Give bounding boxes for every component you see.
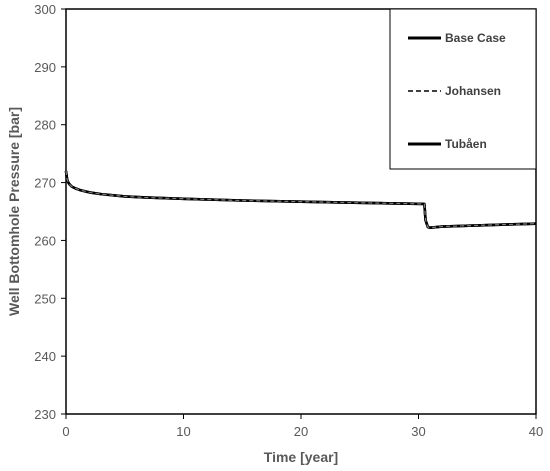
legend-items: Base Case Johansen Tubåen xyxy=(408,31,506,151)
y-tick-label: 290 xyxy=(34,60,56,75)
x-tick-label: 30 xyxy=(411,424,425,439)
x-axis-ticks: 0 10 20 30 40 xyxy=(62,414,543,439)
x-tick-label: 10 xyxy=(176,424,190,439)
series-line-johansen xyxy=(65,170,537,229)
series-layer xyxy=(64,170,537,229)
y-tick-label: 270 xyxy=(34,176,56,191)
y-tick-label: 240 xyxy=(34,349,56,364)
legend: Base Case Johansen Tubåen xyxy=(389,8,537,170)
y-tick-label: 230 xyxy=(34,407,56,422)
y-axis-title: Well Bottomhole Pressure [bar] xyxy=(6,107,22,316)
x-tick-label: 40 xyxy=(529,424,543,439)
x-axis-title: Time [year] xyxy=(264,449,338,465)
legend-box xyxy=(389,8,537,170)
y-tick-label: 250 xyxy=(34,291,56,306)
legend-label: Base Case xyxy=(445,31,506,45)
x-tick-label: 0 xyxy=(62,424,69,439)
y-tick-label: 260 xyxy=(34,233,56,248)
y-tick-label: 280 xyxy=(34,118,56,133)
plot-area: 0 10 20 30 40 230 240 250 260 270 280 290 300 xyxy=(34,2,543,439)
y-tick-label: 300 xyxy=(34,2,56,17)
y-axis-ticks: 230 240 250 260 270 280 290 300 xyxy=(34,2,66,422)
legend-label: Johansen xyxy=(445,84,501,98)
legend-label: Tubåen xyxy=(445,137,487,151)
x-tick-label: 20 xyxy=(294,424,308,439)
